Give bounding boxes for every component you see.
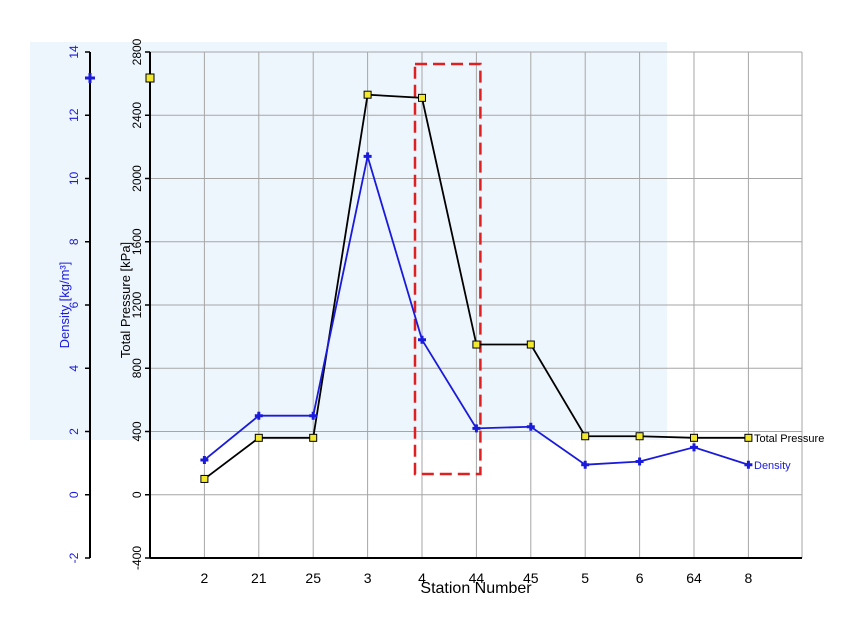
x-axis-title: Station Number: [420, 580, 532, 597]
pressure-tick-label: 1600: [130, 228, 144, 255]
pressure-tick-label: -400: [130, 546, 144, 570]
pressure-point: [690, 433, 698, 442]
density-point: [635, 457, 644, 466]
pressure-point: [418, 93, 426, 102]
category-tick-label: 3: [364, 570, 372, 586]
density-tick-label: 2: [67, 428, 81, 435]
density-tick-label: 4: [67, 365, 81, 372]
category-tick-label: 64: [686, 570, 702, 586]
pressure-axis-marker: [145, 73, 155, 83]
density-point: [744, 460, 753, 469]
density-tick-label: 12: [67, 108, 81, 122]
density-point: [581, 460, 590, 469]
plot-background-shade: [30, 42, 667, 440]
category-tick-label: 21: [251, 570, 267, 586]
pressure-point: [363, 90, 372, 99]
x-axis-ticks: 2 21 25 3 4 44 45 5 6 64 8: [201, 570, 753, 586]
pressure-point: [526, 340, 535, 349]
highlight-dashed-box: [413, 62, 482, 476]
density-tick-label: 8: [67, 238, 81, 245]
density-tick-label: 0: [67, 491, 81, 498]
density-tick-label: 6: [67, 301, 81, 308]
pressure-point: [472, 340, 481, 349]
pressure-tick-label: 0: [130, 491, 144, 498]
category-tick-label: 25: [305, 570, 321, 586]
series-lines: [200, 90, 753, 483]
pressure-tick-label: 2800: [130, 38, 144, 65]
series-label-density: Density: [754, 460, 791, 472]
density-point: [200, 455, 209, 464]
category-tick-label: 45: [523, 570, 539, 586]
density-tick-label: 10: [67, 172, 81, 186]
density-axis-ticks: -2 0 2 4 6 8 10 12 14: [67, 45, 90, 563]
density-point: [254, 411, 263, 420]
pressure-point: [581, 432, 590, 441]
density-point: [363, 152, 372, 161]
pressure-tick-label: 2400: [130, 102, 144, 129]
density-point: [309, 411, 318, 420]
pressure-point: [309, 433, 318, 442]
pressure-tick-label: 1200: [130, 291, 144, 318]
pressure-axis-title: Total Pressure [kPa]: [118, 242, 133, 358]
density-axis-title: Density [kg/m³]: [57, 262, 72, 349]
category-tick-label: 4: [418, 570, 426, 586]
density-point: [472, 424, 481, 433]
pressure-point: [635, 432, 644, 441]
category-tick-label: 6: [636, 570, 644, 586]
category-tick-label: 5: [581, 570, 589, 586]
density-point: [418, 335, 426, 344]
density-point: [526, 422, 535, 431]
pressure-point: [744, 433, 753, 442]
category-tick-label: 8: [745, 570, 753, 586]
pressure-point: [200, 474, 209, 483]
series-label-total-pressure: Total Pressure: [754, 433, 824, 445]
category-tick-label: 44: [469, 570, 485, 586]
pressure-point: [254, 433, 263, 442]
pressure-axis-ticks: -400 0 400 800 1200 1600 2000 2400 2800: [130, 38, 150, 570]
density-point: [690, 443, 698, 452]
density-tick-label: -2: [67, 552, 81, 563]
pressure-tick-label: 400: [130, 421, 144, 441]
pressure-tick-label: 2000: [130, 165, 144, 192]
category-tick-label: 2: [201, 570, 209, 586]
density-tick-label: 14: [67, 45, 81, 59]
pressure-tick-label: 800: [130, 358, 144, 378]
